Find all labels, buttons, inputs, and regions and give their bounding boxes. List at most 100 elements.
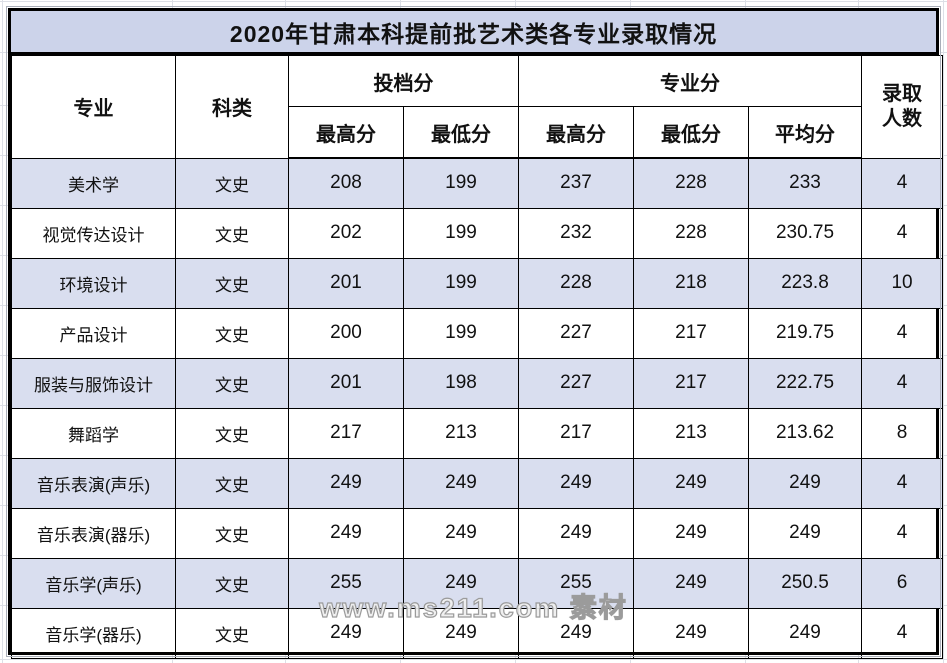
cell-major: 音乐学(声乐) bbox=[11, 557, 176, 609]
cell-file-max: 201 bbox=[288, 257, 404, 309]
cell-major-max: 217 bbox=[518, 407, 634, 459]
cell-major-min: 217 bbox=[633, 357, 749, 409]
gridline bbox=[858, 0, 859, 8]
cell-category: 文史 bbox=[175, 307, 289, 359]
cell-category: 文史 bbox=[175, 207, 289, 259]
gridline bbox=[2, 0, 3, 663]
cell-major-min: 213 bbox=[633, 407, 749, 459]
table-row: 视觉传达设计 文史 202 199 232 228 230.75 4 bbox=[11, 207, 944, 259]
cell-major: 舞蹈学 bbox=[11, 407, 176, 459]
cell-file-max: 249 bbox=[288, 457, 404, 509]
cell-category: 文史 bbox=[175, 607, 289, 659]
header-major: 专业 bbox=[11, 55, 176, 159]
cell-category: 文史 bbox=[175, 507, 289, 559]
gridline bbox=[400, 0, 401, 8]
cell-major-avg: 249 bbox=[747, 457, 863, 509]
gridline bbox=[0, 605, 8, 606]
cell-file-max: 217 bbox=[288, 407, 404, 459]
cell-file-min: 249 bbox=[403, 457, 519, 509]
cell-file-max: 202 bbox=[288, 207, 404, 259]
cell-file-max: 249 bbox=[288, 507, 404, 559]
table-row: 美术学 文史 208 199 237 228 233 4 bbox=[11, 157, 944, 209]
cell-file-max: 200 bbox=[288, 307, 404, 359]
table-row: 服装与服饰设计 文史 201 198 227 217 222.75 4 bbox=[11, 357, 944, 409]
gridline bbox=[0, 505, 8, 506]
cell-major-max: 227 bbox=[518, 357, 634, 409]
cell-file-min: 249 bbox=[403, 607, 519, 659]
cell-count: 10 bbox=[861, 257, 944, 309]
cell-file-min: 199 bbox=[403, 207, 519, 259]
cell-major: 音乐学(器乐) bbox=[11, 607, 176, 659]
cell-major: 产品设计 bbox=[11, 307, 176, 359]
cell-major-min: 228 bbox=[633, 157, 749, 209]
gridline bbox=[745, 0, 746, 8]
gridline bbox=[515, 0, 516, 8]
header-major-avg: 平均分 bbox=[747, 106, 863, 159]
cell-major-min: 228 bbox=[633, 207, 749, 259]
cell-major: 美术学 bbox=[11, 157, 176, 209]
cell-major-avg: 249 bbox=[747, 507, 863, 559]
cell-file-max: 249 bbox=[288, 607, 404, 659]
header-major-min: 最低分 bbox=[633, 106, 749, 159]
cell-category: 文史 bbox=[175, 357, 289, 409]
header-enrollment: 录取 人数 bbox=[861, 55, 944, 159]
cell-major-min: 249 bbox=[633, 557, 749, 609]
cell-major-max: 227 bbox=[518, 307, 634, 359]
cell-file-max: 208 bbox=[288, 157, 404, 209]
cell-count: 4 bbox=[861, 507, 944, 559]
cell-major-avg: 249 bbox=[747, 607, 863, 659]
header-category: 科类 bbox=[175, 55, 289, 159]
header-enrollment-line2: 人数 bbox=[882, 107, 923, 130]
gridline bbox=[0, 659, 947, 660]
cell-major: 音乐表演(器乐) bbox=[11, 507, 176, 559]
cell-major-max: 228 bbox=[518, 257, 634, 309]
cell-count: 6 bbox=[861, 557, 944, 609]
gridline bbox=[0, 405, 8, 406]
cell-category: 文史 bbox=[175, 257, 289, 309]
cell-major-max: 255 bbox=[518, 557, 634, 609]
cell-major-min: 249 bbox=[633, 507, 749, 559]
cell-major-min: 218 bbox=[633, 257, 749, 309]
cell-file-min: 213 bbox=[403, 407, 519, 459]
cell-major-max: 232 bbox=[518, 207, 634, 259]
gridline bbox=[285, 0, 286, 8]
cell-major-avg: 233 bbox=[747, 157, 863, 209]
gridline bbox=[943, 0, 944, 663]
admissions-table: 2020年甘肃本科提前批艺术类各专业录取情况 专业 科类 投档分 专业分 录取 … bbox=[6, 6, 944, 659]
table-row: 环境设计 文史 201 199 228 218 223.8 10 bbox=[11, 257, 944, 309]
cell-major-avg: 223.8 bbox=[747, 257, 863, 309]
gridline bbox=[0, 1, 947, 2]
table-row: 音乐表演(器乐) 文史 249 249 249 249 249 4 bbox=[11, 507, 944, 559]
header-row-groups: 专业 科类 投档分 专业分 录取 人数 bbox=[11, 55, 944, 159]
cell-count: 4 bbox=[861, 357, 944, 409]
cell-count: 4 bbox=[861, 307, 944, 359]
gridline bbox=[630, 0, 631, 8]
cell-major: 视觉传达设计 bbox=[11, 207, 176, 259]
header-major-max: 最高分 bbox=[518, 106, 634, 159]
gridline bbox=[0, 52, 8, 53]
header-major-score-group: 专业分 bbox=[517, 55, 863, 107]
cell-major-avg: 213.62 bbox=[747, 407, 863, 459]
table-row: 产品设计 文史 200 199 227 217 219.75 4 bbox=[11, 307, 944, 359]
header-row-sub: 最高分 最低分 最高分 最低分 平均分 bbox=[12, 106, 943, 159]
cell-file-min: 199 bbox=[403, 157, 519, 209]
gridline bbox=[0, 205, 8, 206]
gridline bbox=[0, 305, 8, 306]
table-row: 音乐学(器乐) 文史 249 249 249 249 249 4 bbox=[11, 607, 944, 659]
cell-major-max: 249 bbox=[518, 607, 634, 659]
cell-major-min: 249 bbox=[633, 607, 749, 659]
table-row: 音乐学(声乐) 文史 255 249 255 249 250.5 6 bbox=[11, 557, 944, 609]
table-row: 舞蹈学 文史 217 213 217 213 213.62 8 bbox=[11, 407, 944, 459]
cell-file-min: 199 bbox=[403, 257, 519, 309]
cell-major-avg: 222.75 bbox=[747, 357, 863, 409]
gridline bbox=[0, 155, 8, 156]
cell-file-min: 198 bbox=[403, 357, 519, 409]
header-enrollment-line1: 录取 bbox=[882, 82, 923, 105]
cell-major: 环境设计 bbox=[11, 257, 176, 309]
table-row: 音乐表演(声乐) 文史 249 249 249 249 249 4 bbox=[11, 457, 944, 509]
cell-count: 4 bbox=[861, 207, 944, 259]
cell-count: 4 bbox=[861, 457, 944, 509]
cell-major-avg: 219.75 bbox=[747, 307, 863, 359]
admissions-grid: 专业 科类 投档分 专业分 录取 人数 最高分 最低分 最高分 最低分 平均分 bbox=[11, 55, 944, 659]
